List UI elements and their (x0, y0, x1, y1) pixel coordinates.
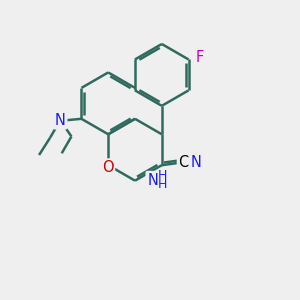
Text: C: C (178, 155, 188, 170)
Text: N: N (147, 172, 158, 188)
Text: H: H (158, 178, 167, 191)
Text: N: N (55, 113, 66, 128)
Text: O: O (102, 160, 113, 175)
Text: N: N (190, 155, 201, 170)
Text: F: F (196, 50, 204, 65)
Text: H: H (158, 169, 167, 182)
